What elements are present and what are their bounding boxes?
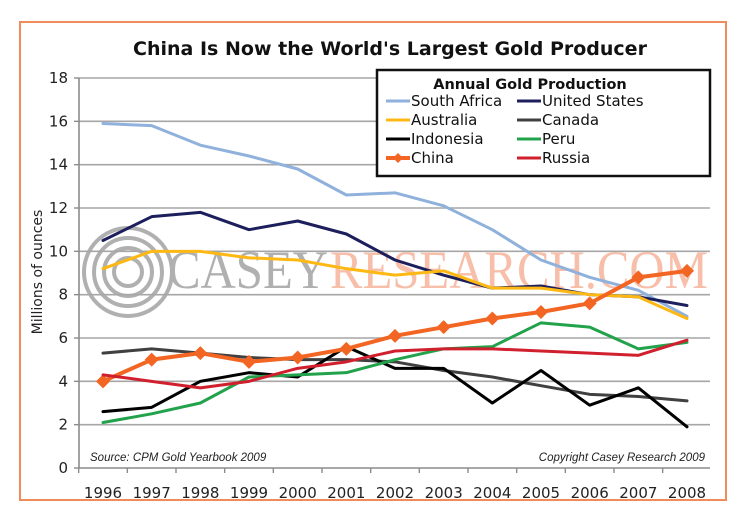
series-australia — [101, 249, 689, 320]
watermark-rings-icon — [82, 226, 174, 318]
y-tick-labels: 0 2 4 6 8 10 12 14 16 18 — [49, 69, 68, 477]
data-point-china — [242, 354, 256, 369]
data-point-china — [339, 341, 354, 356]
legend-box — [375, 68, 712, 178]
data-point-china — [582, 296, 597, 311]
x-tick-label: 1996 — [84, 484, 122, 502]
x-tick-label: 2001 — [327, 484, 365, 502]
series-south-africa — [101, 122, 689, 318]
watermark-brand: CASEY — [168, 240, 328, 300]
legend-label-indonesia: Indonesia — [411, 130, 484, 148]
x-tick-label: 2005 — [522, 484, 560, 502]
legend-label-south-africa: South Africa — [411, 92, 502, 110]
series-china — [96, 263, 694, 389]
watermark: CASEY RESEARCH.COM — [82, 226, 708, 318]
x-tick-label: 1999 — [230, 484, 268, 502]
y-tick-label: 12 — [49, 199, 68, 217]
data-point-china — [144, 352, 159, 367]
y-tick-label: 14 — [49, 156, 68, 174]
data-point-china — [680, 263, 694, 278]
data-point-china — [290, 350, 305, 365]
y-tick-label: 18 — [49, 69, 68, 87]
legend-title: Annual Gold Production — [433, 77, 626, 93]
y-tick-label: 0 — [58, 459, 68, 477]
legend-label-united-states: United States — [542, 92, 644, 110]
y-axis-label: Millions of ounces — [30, 210, 46, 335]
axes — [77, 78, 710, 473]
data-point-china — [96, 374, 110, 389]
legend-item-australia: Australia — [386, 111, 477, 129]
legend-item-indonesia: Indonesia — [386, 130, 484, 148]
legend-marker-china — [393, 153, 403, 163]
y-tick-label: 8 — [58, 286, 68, 304]
legend-label-russia: Russia — [542, 149, 590, 167]
x-tick-label: 2007 — [619, 484, 657, 502]
data-point-china — [485, 311, 500, 326]
legend-item-china: China — [386, 149, 454, 167]
x-tick-label: 2002 — [376, 484, 414, 502]
copyright-note: Copyright Casey Research 2009 — [539, 452, 706, 464]
legend-label-australia: Australia — [411, 111, 477, 129]
legend: Annual Gold Production South AfricaAustr… — [375, 68, 712, 178]
x-tick-labels: 1996 1997 1998 1999 2000 2001 2002 2003 2004 2005… — [84, 484, 706, 502]
x-tick-label: 2006 — [571, 484, 609, 502]
x-tick-label: 2004 — [473, 484, 511, 502]
legend-item-peru: Peru — [517, 130, 575, 148]
series-russia — [101, 338, 689, 390]
legend-item-united-states: United States — [517, 92, 644, 110]
x-tick-label: 2008 — [668, 484, 706, 502]
y-tick-label: 2 — [58, 416, 68, 434]
y-tick-label: 16 — [49, 112, 68, 130]
legend-item-russia: Russia — [517, 149, 590, 167]
chart-title: China Is Now the World's Largest Gold Pr… — [133, 38, 648, 60]
data-point-china — [534, 305, 548, 319]
series-canada — [101, 347, 689, 403]
data-point-china — [388, 328, 402, 343]
source-note: Source: CPM Gold Yearbook 2009 — [90, 452, 267, 464]
x-tick-label: 1998 — [181, 484, 219, 502]
legend-label-canada: Canada — [542, 111, 599, 129]
data-point-china — [631, 270, 646, 285]
x-tick-label: 2000 — [279, 484, 317, 502]
y-tick-label: 6 — [58, 329, 68, 347]
data-point-china — [193, 346, 208, 361]
series-line-canada — [101, 347, 689, 403]
data-point-china — [436, 320, 451, 335]
x-tick-label: 2003 — [425, 484, 463, 502]
legend-item-south-africa: South Africa — [386, 92, 502, 110]
series-group — [96, 122, 694, 429]
y-tick-label: 10 — [49, 242, 68, 260]
legend-item-canada: Canada — [517, 111, 599, 129]
legend-label-china: China — [411, 149, 454, 167]
watermark-suffix: RESEARCH.COM — [330, 240, 708, 300]
y-tick-label: 4 — [58, 372, 68, 390]
x-tick-label: 1997 — [133, 484, 171, 502]
legend-label-peru: Peru — [542, 130, 575, 148]
